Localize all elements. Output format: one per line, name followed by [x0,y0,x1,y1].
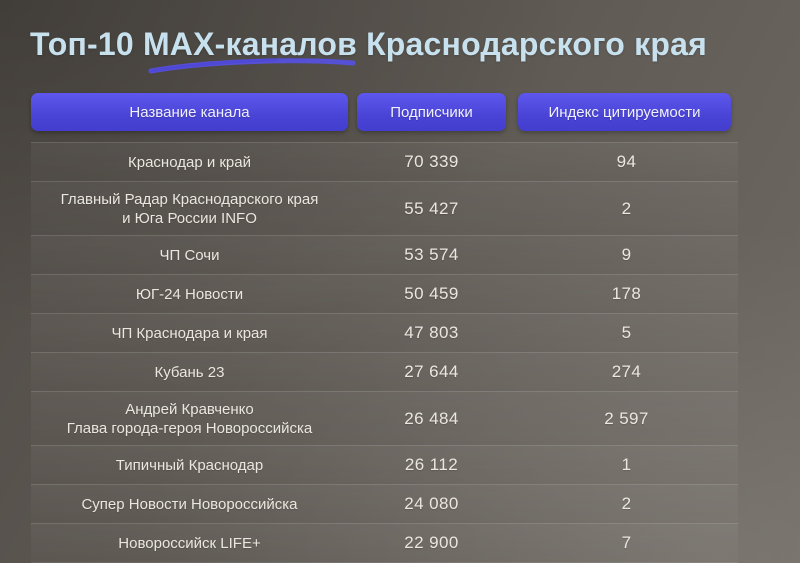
slide-title: Топ-10 MAX-каналов Краснодарского края [30,26,707,62]
table-row: Андрей Кравченко Глава города-героя Ново… [31,391,738,445]
channel-name: Краснодар и край [128,153,251,171]
channel-name: Типичный Краснодар [115,456,264,474]
channel-name: ЧП Краснодара и края [111,324,268,342]
citation-index-value: 178 [611,284,642,303]
table-row: Новороссийск LIFE+ 22 900 7 [31,523,738,562]
table-body: Краснодар и край 70 339 94 Главный Радар… [31,142,738,563]
subscribers-value: 53 574 [404,245,459,264]
table-row: ЧП Краснодара и края 47 803 5 [31,313,738,352]
channel-name: ЮГ-24 Новости [135,285,244,303]
hand-drawn-underline [148,58,356,74]
table-row: Главный Радар Краснодарского края и Юга … [31,181,738,235]
table-row: Кубань 23 27 644 274 [31,352,738,391]
citation-index-value: 5 [621,323,632,342]
citation-index-value: 7 [621,533,632,552]
subscribers-value: 55 427 [404,198,459,218]
subscribers-value: 22 900 [404,533,459,552]
citation-index-value: 94 [616,152,637,171]
column-header-subscribers: Подписчики [357,93,506,131]
channel-name: Новороссийск LIFE+ [118,534,261,552]
channel-name: ЧП Сочи [159,246,220,264]
subscribers-value: 70 339 [404,152,459,171]
citation-index-value: 2 [621,494,632,513]
table-row: Типичный Краснодар 26 112 1 [31,445,738,484]
channel-name: Кубань 23 [154,363,225,381]
channel-name: Андрей Кравченко Глава города-героя Ново… [66,400,313,437]
citation-index-value: 274 [611,362,642,381]
subscribers-value: 47 803 [404,323,459,342]
citation-index-value: 9 [621,245,632,264]
subscribers-value: 26 484 [404,408,459,428]
subscribers-value: 24 080 [404,494,459,513]
subscribers-value: 27 644 [404,362,459,381]
table-row: ЧП Сочи 53 574 9 [31,235,738,274]
table-row: Краснодар и край 70 339 94 [31,142,738,181]
column-header-channel-name: Название канала [31,93,348,131]
citation-index-value: 2 [621,198,632,218]
table-row: Супер Новости Новороссийска 24 080 2 [31,484,738,523]
subscribers-value: 50 459 [404,284,459,303]
citation-index-value: 1 [621,455,632,474]
table-header-row: Название канала Подписчики Индекс цитиру… [0,93,800,131]
channel-name: Главный Радар Краснодарского края и Юга … [60,190,319,227]
column-header-citation-index: Индекс цитируемости [518,93,731,131]
subscribers-value: 26 112 [404,455,459,474]
citation-index-value: 2 597 [604,408,649,428]
table-row: ЮГ-24 Новости 50 459 178 [31,274,738,313]
channel-name: Супер Новости Новороссийска [81,495,298,513]
